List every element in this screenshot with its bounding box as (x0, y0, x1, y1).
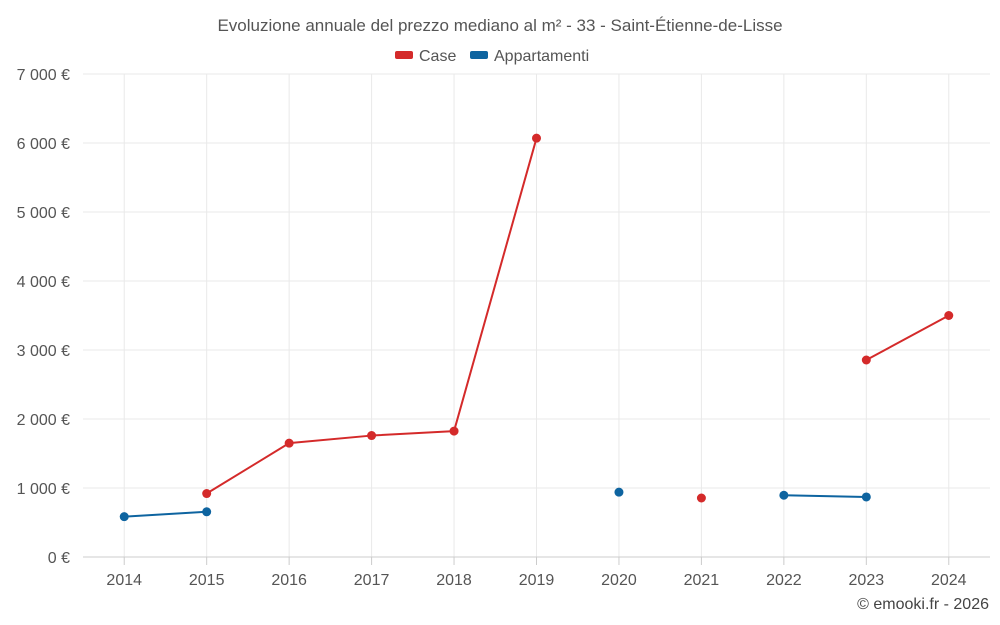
series-appartamenti (119, 487, 871, 522)
x-tick-label: 2018 (436, 572, 472, 589)
data-point-case-2016[interactable] (284, 438, 294, 448)
legend-swatch-case (395, 51, 413, 59)
series (119, 133, 954, 522)
y-tick-label: 6 000 € (17, 136, 70, 153)
series-case (202, 133, 954, 503)
data-point-appartamenti-2015[interactable] (202, 507, 212, 517)
legend-swatch-appartamenti (470, 51, 488, 59)
x-tick-label: 2022 (766, 572, 802, 589)
y-tick-label: 7 000 € (17, 67, 70, 84)
series-line-appartamenti (124, 510, 207, 518)
data-point-case-2024[interactable] (944, 311, 954, 320)
y-tick-label: 5 000 € (17, 205, 70, 222)
y-tick-label: 0 € (48, 550, 70, 567)
x-tick-label: 2015 (189, 572, 225, 589)
data-point-appartamenti-2014[interactable] (119, 512, 129, 522)
y-tick-label: 4 000 € (17, 274, 70, 291)
axes: 0 € 1 000 € 2 000 € 3 000 € 4 000 € 5 000 € 6 … (17, 67, 990, 589)
data-point-case-2018[interactable] (449, 426, 459, 436)
x-tick-label: 2019 (519, 572, 555, 589)
x-tick-label: 2021 (684, 572, 720, 589)
data-point-case-2015[interactable] (202, 489, 212, 499)
y-tick-label: 2 000 € (17, 412, 70, 429)
grid (83, 73, 990, 558)
x-tick-label: 2017 (354, 572, 390, 589)
data-point-case-2021[interactable] (696, 493, 706, 503)
x-tick-label: 2024 (931, 572, 967, 589)
legend-label-appartamenti: Appartamenti (494, 48, 589, 65)
y-tick-label: 1 000 € (17, 481, 70, 498)
data-point-case-2023[interactable] (861, 355, 871, 365)
data-point-appartamenti-2023[interactable] (861, 492, 871, 502)
credit-text: © emooki.fr - 2026 (857, 596, 989, 613)
data-point-case-2019[interactable] (532, 133, 541, 143)
x-tick-label: 2014 (106, 572, 142, 589)
data-point-case-2017[interactable] (367, 431, 377, 441)
legend-item-appartamenti[interactable]: Appartamenti (470, 48, 589, 65)
series-line-appartamenti (783, 494, 867, 498)
legend-item-case[interactable]: Case (395, 48, 456, 65)
series-line-case (865, 314, 950, 361)
x-tick-label: 2020 (601, 572, 637, 589)
data-point-appartamenti-2022[interactable] (779, 490, 789, 500)
legend-label-case: Case (419, 48, 456, 65)
data-point-appartamenti-2020[interactable] (614, 487, 624, 497)
chart-title: Evoluzione annuale del prezzo mediano al… (217, 16, 782, 35)
legend: Case Appartamenti (395, 48, 589, 65)
y-tick-label: 3 000 € (17, 343, 70, 360)
x-tick-label: 2016 (271, 572, 307, 589)
x-tick-label: 2023 (849, 572, 885, 589)
